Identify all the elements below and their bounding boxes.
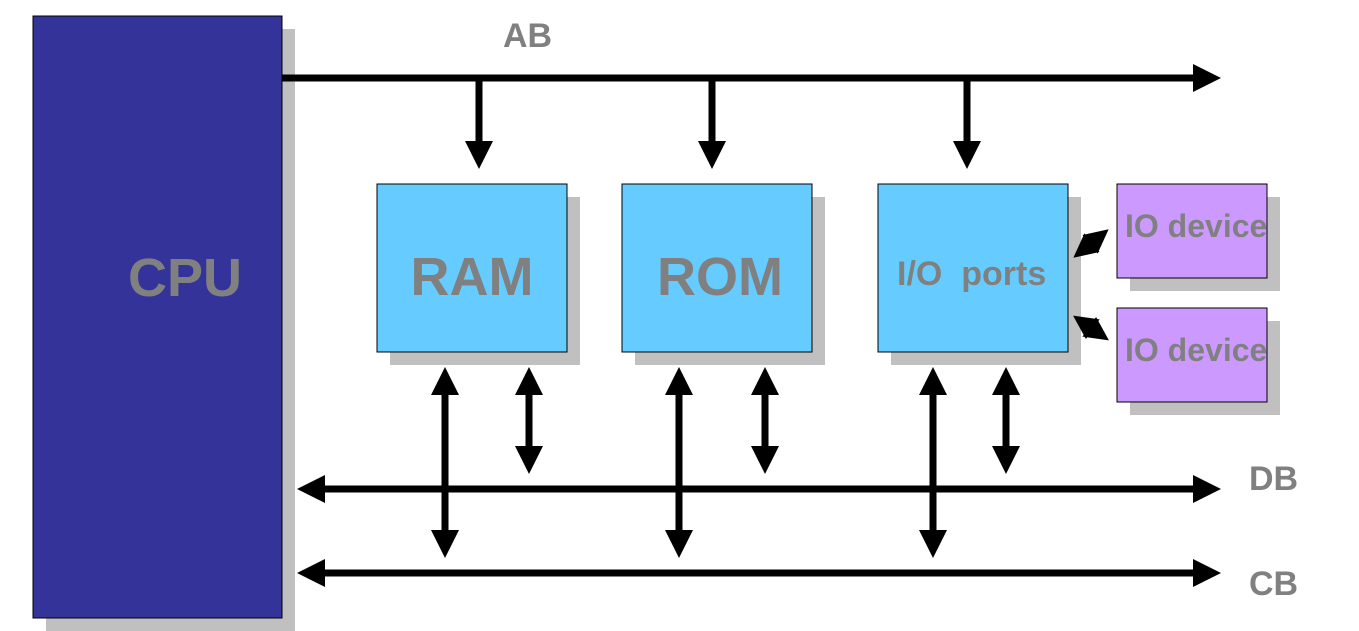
rom-block: ROM (621, 183, 813, 353)
io-device-1-label: IO device (1125, 208, 1267, 244)
data-bus (297, 367, 1221, 503)
io-device-2-label: IO device (1125, 332, 1267, 368)
ram-block: RAM (376, 183, 568, 353)
io-ports-label: I/O ports (897, 255, 1046, 293)
cpu-block: CPU (32, 15, 283, 619)
address-bus-label: AB (503, 17, 552, 55)
data-bus-label: DB (1249, 460, 1298, 498)
io-device-1-block: IO device (1116, 183, 1268, 279)
control-bus-label: CB (1249, 565, 1298, 603)
io-device-links (1073, 229, 1109, 341)
cpu-label: CPU (128, 248, 242, 308)
address-bus (282, 64, 1221, 169)
io-ports-block: I/O ports (877, 183, 1069, 353)
rom-label: ROM (657, 247, 783, 307)
control-bus (297, 367, 1221, 587)
io-device-2-block: IO device (1116, 307, 1268, 403)
ram-label: RAM (411, 247, 534, 307)
